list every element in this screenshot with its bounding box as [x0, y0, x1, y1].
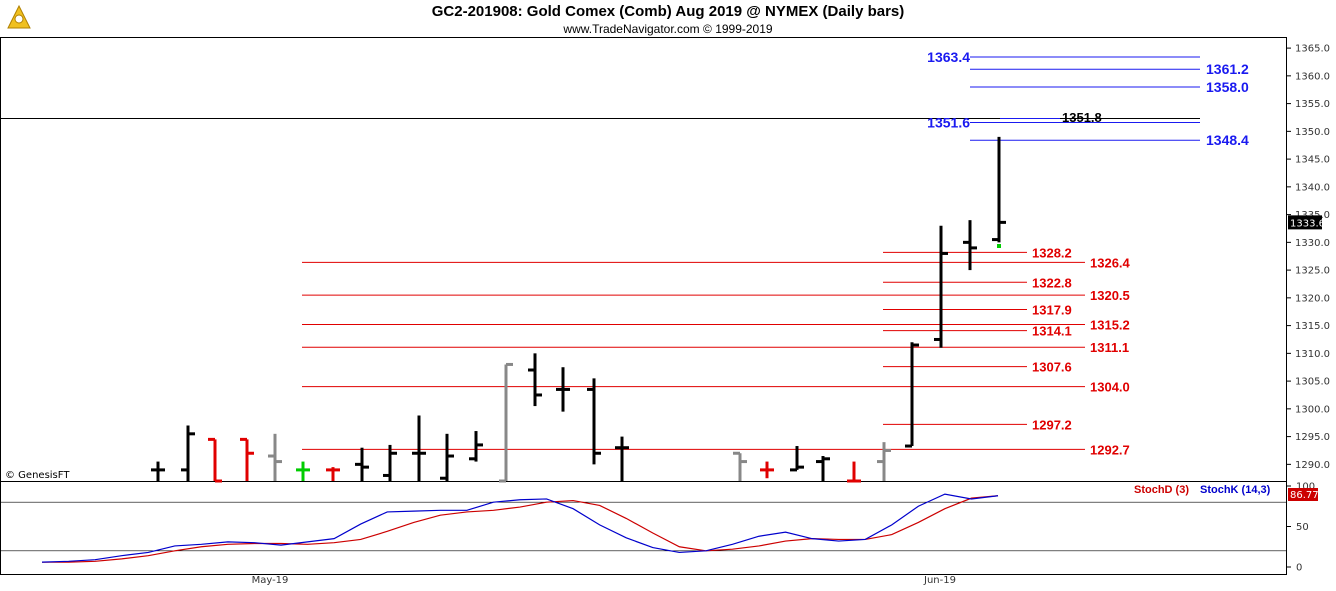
red-level-label: 1326.4 [1090, 255, 1131, 270]
ohlc-bar [151, 461, 165, 481]
stochD-line [42, 495, 999, 563]
y-tick-label: 1310.0 [1295, 349, 1330, 360]
ohlc-bar [877, 442, 891, 481]
red-level-label: 1315.2 [1090, 317, 1130, 332]
ohlc-bar [469, 431, 483, 462]
ohlc-bar [296, 461, 310, 481]
ohlc-bar [790, 446, 804, 472]
red-level-label: 1297.2 [1032, 417, 1072, 432]
blue-level-label: 1348.4 [1206, 132, 1249, 148]
ohlc-bar [934, 225, 948, 348]
red-level-label: 1322.8 [1032, 275, 1072, 290]
blue-level-label: 1363.4 [927, 49, 970, 65]
red-level-label: 1311.1 [1090, 340, 1129, 355]
stoch-tick-label: 100 [1296, 482, 1315, 493]
y-tick-label: 1320.0 [1295, 293, 1330, 304]
ohlc-bar [208, 437, 222, 483]
stoch-value-tag [1288, 488, 1318, 501]
blue-level-label: 1361.2 [1206, 61, 1249, 77]
ohlc-bar [528, 353, 542, 407]
y-tick-label: 1340.0 [1295, 182, 1330, 193]
y-tick-label: 1365.0 [1295, 44, 1330, 55]
ohlc-bar [733, 451, 747, 481]
ohlc-bar [587, 378, 601, 465]
ohlc-bar [905, 342, 919, 448]
stoch-last-value: 86.77 [1290, 490, 1319, 501]
ohlc-bar [355, 447, 369, 481]
blue-level-label: 1358.0 [1206, 79, 1249, 95]
y-tick-label: 1325.0 [1295, 266, 1330, 277]
blue-level-label: 1351.6 [927, 114, 970, 130]
x-tick-label: Jun-19 [923, 575, 956, 586]
ohlc-bar [963, 220, 977, 271]
y-tick-label: 1290.0 [1295, 460, 1330, 471]
red-level-label: 1314.1 [1032, 324, 1072, 339]
ohlc-bar [847, 461, 861, 483]
x-tick-label: May-19 [252, 575, 289, 586]
y-tick-label: 1360.0 [1295, 71, 1330, 82]
stochK-line [41, 493, 999, 563]
y-tick-label: 1305.0 [1295, 377, 1330, 388]
ohlc-bar [816, 456, 830, 481]
y-tick-label: 1295.0 [1295, 432, 1330, 443]
last-price-tag [1288, 215, 1322, 230]
ohlc-bar [440, 433, 454, 481]
ohlc-bar [992, 136, 1006, 243]
y-tick-label: 1345.0 [1295, 155, 1330, 166]
ohlc-bar [181, 425, 195, 481]
red-level-label: 1307.6 [1032, 360, 1072, 375]
last-price-value: 1333.6 [1290, 218, 1325, 229]
watermark-text: © GenesisFT [5, 470, 70, 481]
ohlc-bar [499, 362, 513, 483]
red-level-label: 1292.7 [1090, 442, 1130, 457]
y-tick-label: 1300.0 [1295, 404, 1330, 415]
ohlc-bar [615, 436, 629, 481]
red-level-label: 1304.0 [1090, 380, 1130, 395]
ohlc-bar [383, 444, 397, 481]
signal-dot [997, 244, 1001, 248]
red-level-label: 1328.2 [1032, 245, 1072, 260]
ohlc-bar [268, 433, 282, 481]
chart-subtitle: www.TradeNavigator.com © 1999-2019 [563, 22, 773, 36]
stoch-tick-label: 0 [1296, 563, 1302, 574]
y-tick-label: 1355.0 [1295, 99, 1330, 110]
stoch-tick-label: 50 [1296, 522, 1309, 533]
legend-stochK: StochK (14,3) [1200, 484, 1271, 496]
ohlc-bar [556, 367, 570, 412]
red-level-label: 1317.9 [1032, 303, 1072, 318]
legend-stochD: StochD (3) [1134, 484, 1189, 496]
ohlc-bar [412, 415, 426, 481]
ohlc-bar [326, 467, 340, 481]
ohlc-bar [240, 437, 254, 481]
chart-title: GC2-201908: Gold Comex (Comb) Aug 2019 @… [431, 3, 905, 20]
black-level-label: 1351.8 [1062, 110, 1102, 125]
ohlc-bar [760, 461, 774, 479]
y-tick-label: 1350.0 [1295, 127, 1330, 138]
y-tick-label: 1330.0 [1295, 238, 1330, 249]
red-level-label: 1320.5 [1090, 288, 1130, 303]
y-tick-label: 1315.0 [1295, 321, 1330, 332]
logo-icon [7, 4, 31, 29]
